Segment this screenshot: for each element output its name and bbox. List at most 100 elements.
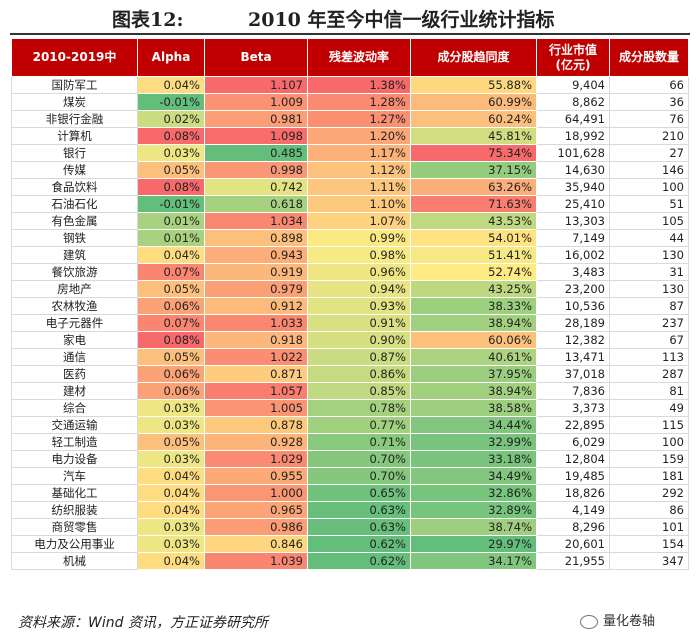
table-row: 轻工制造 0.05% 0.928 0.71% 32.99% 6,029 100: [11, 433, 689, 451]
alpha-cell: 0.08%: [137, 127, 205, 145]
beta-cell: 0.943: [204, 246, 308, 264]
convergence-cell: 34.49%: [410, 467, 537, 485]
alpha-cell: 0.01%: [137, 212, 205, 230]
convergence-cell: 32.89%: [410, 501, 537, 519]
stock-count-cell: 31: [609, 263, 689, 281]
beta-cell: 1.057: [204, 382, 308, 400]
market-cap-cell: 12,804: [536, 450, 610, 468]
stock-count-cell: 51: [609, 195, 689, 213]
market-cap-cell: 20,601: [536, 535, 610, 553]
market-cap-cell: 3,483: [536, 263, 610, 281]
alpha-cell: 0.05%: [137, 348, 205, 366]
market-cap-cell: 64,491: [536, 110, 610, 128]
table-row: 煤炭 -0.01% 1.009 1.28% 60.99% 8,862 36: [11, 93, 689, 111]
col-header-market-cap: 行业市值 (亿元): [536, 38, 610, 77]
market-cap-cell: 13,303: [536, 212, 610, 230]
industry-cell: 建材: [11, 382, 138, 400]
market-cap-cell: 18,992: [536, 127, 610, 145]
industry-cell: 有色金属: [11, 212, 138, 230]
col-header-alpha: Alpha: [137, 38, 205, 77]
beta-cell: 1.022: [204, 348, 308, 366]
beta-cell: 0.928: [204, 433, 308, 451]
wechat-icon: [580, 614, 598, 629]
stock-count-cell: 154: [609, 535, 689, 553]
beta-cell: 0.918: [204, 331, 308, 349]
industry-cell: 建筑: [11, 246, 138, 264]
beta-cell: 1.029: [204, 450, 308, 468]
market-cap-cell: 18,826: [536, 484, 610, 502]
convergence-cell: 37.15%: [410, 161, 537, 179]
residual-vol-cell: 1.17%: [307, 144, 411, 162]
title-rule: [10, 33, 690, 35]
industry-cell: 石油石化: [11, 195, 138, 213]
residual-vol-cell: 0.71%: [307, 433, 411, 451]
convergence-cell: 51.41%: [410, 246, 537, 264]
industry-cell: 计算机: [11, 127, 138, 145]
table-row: 非银行金融 0.02% 0.981 1.27% 60.24% 64,491 76: [11, 110, 689, 128]
alpha-cell: 0.07%: [137, 314, 205, 332]
table-row: 有色金属 0.01% 1.034 1.07% 43.53% 13,303 105: [11, 212, 689, 230]
beta-cell: 1.009: [204, 93, 308, 111]
alpha-cell: -0.01%: [137, 195, 205, 213]
residual-vol-cell: 1.10%: [307, 195, 411, 213]
stock-count-cell: 100: [609, 433, 689, 451]
residual-vol-cell: 0.94%: [307, 280, 411, 298]
watermark-text: 量化卷轴: [603, 614, 656, 629]
table-row: 国防军工 0.04% 1.107 1.38% 55.88% 9,404 66: [11, 76, 689, 94]
alpha-cell: 0.04%: [137, 484, 205, 502]
table-row: 机械 0.04% 1.039 0.62% 34.17% 21,955 347: [11, 552, 689, 570]
residual-vol-cell: 0.78%: [307, 399, 411, 417]
stock-count-cell: 287: [609, 365, 689, 383]
alpha-cell: 0.03%: [137, 518, 205, 536]
beta-cell: 0.965: [204, 501, 308, 519]
watermark: 量化卷轴: [580, 610, 655, 629]
convergence-cell: 37.95%: [410, 365, 537, 383]
residual-vol-cell: 0.62%: [307, 535, 411, 553]
industry-cell: 医药: [11, 365, 138, 383]
beta-cell: 0.742: [204, 178, 308, 196]
industry-cell: 房地产: [11, 280, 138, 298]
table-row: 钢铁 0.01% 0.898 0.99% 54.01% 7,149 44: [11, 229, 689, 247]
industry-cell: 农林牧渔: [11, 297, 138, 315]
alpha-cell: 0.07%: [137, 263, 205, 281]
alpha-cell: 0.01%: [137, 229, 205, 247]
residual-vol-cell: 0.65%: [307, 484, 411, 502]
table-row: 通信 0.05% 1.022 0.87% 40.61% 13,471 113: [11, 348, 689, 366]
stock-count-cell: 237: [609, 314, 689, 332]
table-row: 食品饮料 0.08% 0.742 1.11% 63.26% 35,940 100: [11, 178, 689, 196]
alpha-cell: 0.05%: [137, 161, 205, 179]
residual-vol-cell: 0.86%: [307, 365, 411, 383]
residual-vol-cell: 1.11%: [307, 178, 411, 196]
table-row: 医药 0.06% 0.871 0.86% 37.95% 37,018 287: [11, 365, 689, 383]
alpha-cell: 0.04%: [137, 246, 205, 264]
convergence-cell: 38.74%: [410, 518, 537, 536]
stock-count-cell: 44: [609, 229, 689, 247]
table-row: 建筑 0.04% 0.943 0.98% 51.41% 16,002 130: [11, 246, 689, 264]
industry-cell: 国防军工: [11, 76, 138, 94]
alpha-cell: 0.05%: [137, 433, 205, 451]
residual-vol-cell: 0.63%: [307, 501, 411, 519]
market-cap-cell: 22,895: [536, 416, 610, 434]
stock-count-cell: 146: [609, 161, 689, 179]
alpha-cell: 0.02%: [137, 110, 205, 128]
market-cap-cell: 25,410: [536, 195, 610, 213]
convergence-cell: 38.58%: [410, 399, 537, 417]
convergence-cell: 60.06%: [410, 331, 537, 349]
stock-count-cell: 130: [609, 280, 689, 298]
market-cap-cell: 8,862: [536, 93, 610, 111]
market-cap-cell: 35,940: [536, 178, 610, 196]
table-row: 纺织服装 0.04% 0.965 0.63% 32.89% 4,149 86: [11, 501, 689, 519]
beta-cell: 0.912: [204, 297, 308, 315]
market-cap-cell: 9,404: [536, 76, 610, 94]
beta-cell: 1.107: [204, 76, 308, 94]
figure-label: 图表12:: [112, 9, 184, 31]
industry-cell: 电子元器件: [11, 314, 138, 332]
alpha-cell: -0.01%: [137, 93, 205, 111]
stock-count-cell: 67: [609, 331, 689, 349]
stock-count-cell: 86: [609, 501, 689, 519]
stock-count-cell: 100: [609, 178, 689, 196]
market-cap-cell: 37,018: [536, 365, 610, 383]
convergence-cell: 60.99%: [410, 93, 537, 111]
industry-cell: 纺织服装: [11, 501, 138, 519]
residual-vol-cell: 0.70%: [307, 467, 411, 485]
